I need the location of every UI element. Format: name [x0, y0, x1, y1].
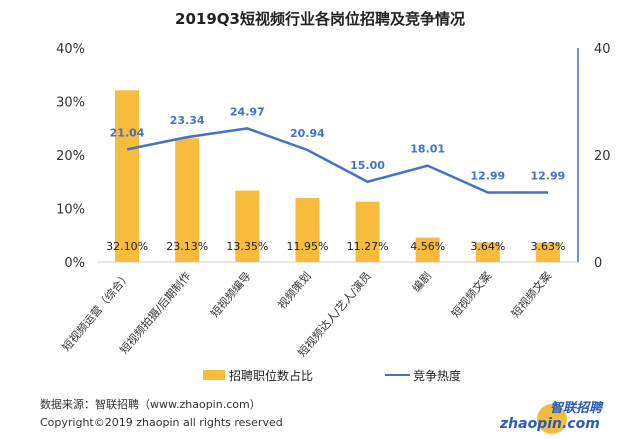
line-data-label: 24.97: [230, 105, 265, 118]
bar: [535, 242, 560, 262]
zhaopin-logo: 智联招聘 zhaopin.com: [500, 400, 604, 434]
left-tick-label: 10%: [56, 203, 85, 218]
legend-bar-swatch: [203, 370, 225, 380]
bar-data-label: 11.27%: [347, 240, 389, 253]
left-tick-label: 0%: [64, 256, 85, 271]
chart-title: 2019Q3短视频行业各岗位招聘及竞争情况: [175, 10, 465, 28]
right-tick-label: 0: [594, 256, 602, 271]
bar-data-label: 3.63%: [530, 240, 565, 253]
copyright-note: Copyright©2019 zhaopin all rights reserv…: [40, 416, 283, 429]
bar: [415, 237, 440, 262]
left-tick-label: 20%: [56, 149, 85, 164]
bar-data-label: 4.56%: [410, 240, 445, 253]
bar-data-label: 3.64%: [470, 240, 505, 253]
bar: [475, 242, 500, 262]
bar: [235, 190, 260, 262]
source-note: 数据来源：智联招聘（www.zhaopin.com）: [40, 398, 261, 411]
legend-line-label: 竞争热度: [413, 368, 461, 383]
svg-text:zhaopin.com: zhaopin.com: [500, 416, 600, 432]
x-tick-label: 短视频文案: [448, 269, 494, 320]
line-data-label: 23.34: [170, 114, 205, 127]
right-tick-label: 20: [594, 149, 611, 164]
bar: [115, 90, 140, 262]
line-data-label: 21.04: [110, 126, 145, 139]
legend-bar-label: 招聘职位数占比: [229, 368, 313, 383]
line-data-label: 15.00: [350, 159, 385, 172]
bar: [295, 198, 320, 262]
svg-text:智联招聘: 智联招聘: [550, 400, 604, 416]
left-tick-label: 30%: [56, 96, 85, 111]
right-tick-label: 40: [594, 42, 611, 57]
x-tick-label: 短视频文案: [508, 269, 554, 320]
x-tick-label: 短视频运营（综合）: [59, 269, 133, 354]
bar: [175, 138, 200, 262]
left-tick-label: 40%: [56, 42, 85, 57]
bar-data-label: 23.13%: [166, 240, 208, 253]
bar-data-label: 13.35%: [226, 240, 268, 253]
line-data-label: 20.94: [290, 127, 325, 140]
line-series: [126, 127, 548, 194]
bar-data-label: 32.10%: [106, 240, 148, 253]
x-tick-label: 短视频编导: [208, 269, 254, 320]
line-data-label: 12.99: [531, 170, 566, 183]
x-tick-label: 编剧: [409, 269, 434, 295]
bar-data-label: 11.95%: [286, 240, 328, 253]
line-data-label: 18.01: [410, 143, 445, 156]
x-tick-label: 视频策划: [275, 269, 314, 312]
line-data-label: 12.99: [470, 170, 505, 183]
bar: [355, 201, 380, 262]
